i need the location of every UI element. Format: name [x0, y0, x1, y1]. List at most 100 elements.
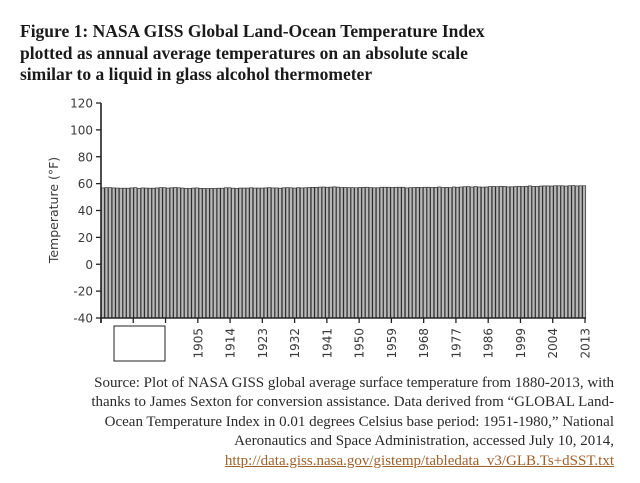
- y-tick-label: -20: [73, 285, 93, 299]
- bar-2003: [546, 185, 550, 319]
- bar-2008: [564, 185, 568, 319]
- bar-1901: [176, 187, 181, 319]
- bar-1965: [408, 187, 413, 319]
- bar-1958: [383, 186, 387, 319]
- bar-1950: [354, 187, 359, 319]
- bar-1998: [528, 185, 532, 319]
- bar-1896: [158, 187, 163, 319]
- bar-1976: [448, 187, 453, 319]
- bar-2010: [571, 185, 576, 319]
- bar-2011: [575, 185, 579, 319]
- bar-1903: [184, 187, 188, 319]
- bar-1924: [260, 187, 264, 319]
- source-caption: Source: Plot of NASA GISS global average…: [14, 374, 614, 471]
- y-tick-label: 40: [78, 204, 93, 218]
- bar-1911: [213, 188, 217, 319]
- bar-1938: [310, 187, 315, 319]
- bar-2007: [560, 185, 565, 319]
- source-link[interactable]: http://data.giss.nasa.gov/gistemp/tabled…: [224, 452, 614, 469]
- bar-1993: [509, 186, 514, 319]
- bar-1887: [126, 187, 131, 319]
- bar-1952: [361, 187, 366, 319]
- bar-1964: [404, 187, 409, 319]
- caption-line: Aeronautics and Space Administration, ac…: [234, 433, 614, 450]
- bar-1890: [137, 187, 141, 319]
- bar-1996: [520, 186, 525, 319]
- bar-1956: [376, 187, 380, 319]
- bar-1881: [104, 187, 109, 319]
- bar-1957: [379, 186, 384, 319]
- bar-1923: [256, 187, 261, 319]
- bar-1943: [328, 186, 333, 319]
- bar-1962: [397, 186, 402, 319]
- bar-1984: [477, 186, 482, 319]
- y-tick-label: 0: [85, 258, 93, 272]
- x-tick-label: 1932: [288, 328, 302, 359]
- bar-1973: [437, 186, 442, 319]
- x-tick-label: 2004: [546, 328, 560, 359]
- bar-1912: [216, 187, 221, 319]
- bar-1942: [325, 186, 330, 319]
- bar-1934: [296, 187, 301, 319]
- bar-1968: [419, 187, 424, 319]
- caption-line: Ocean Temperature Index in 0.01 degrees …: [104, 413, 614, 430]
- bar-1997: [524, 185, 529, 319]
- bar-1920: [245, 187, 250, 319]
- bar-1969: [423, 186, 427, 319]
- chart-title-line: Figure 1: NASA GISS Global Land-Ocean Te…: [20, 21, 485, 41]
- y-tick-label: 120: [70, 97, 93, 111]
- bar-1972: [433, 187, 438, 319]
- bar-1917: [234, 188, 239, 319]
- bar-1918: [238, 187, 243, 319]
- bar-1974: [441, 187, 445, 319]
- y-tick-label: 80: [78, 150, 93, 164]
- bar-1894: [151, 187, 156, 319]
- chart-title-line: plotted as annual average temperatures o…: [20, 42, 468, 63]
- bar-1885: [119, 187, 123, 319]
- bar-2001: [538, 185, 543, 319]
- bar-1944: [332, 186, 337, 319]
- bar-1994: [513, 186, 518, 319]
- bar-1978: [455, 186, 460, 319]
- bar-1963: [401, 186, 406, 319]
- chart-title-line: similar to a liquid in glass alcohol the…: [20, 64, 373, 84]
- x-tick-label: 1968: [417, 328, 431, 359]
- bar-1991: [502, 186, 507, 319]
- y-tick-label: 60: [78, 177, 93, 191]
- bar-1987: [488, 186, 492, 319]
- bar-1953: [365, 186, 369, 319]
- bars-group: [100, 185, 587, 319]
- bar-1992: [506, 186, 511, 319]
- bar-2006: [556, 185, 561, 319]
- bar-1895: [155, 187, 159, 319]
- bar-1909: [205, 188, 210, 319]
- bar-1897: [162, 187, 167, 319]
- bar-2002: [542, 185, 547, 319]
- bar-1914: [224, 187, 228, 319]
- bar-2009: [567, 185, 572, 319]
- bar-1925: [263, 187, 268, 319]
- bar-1979: [459, 186, 463, 319]
- chart-title: Figure 1: NASA GISS Global Land-Ocean Te…: [20, 21, 640, 86]
- bar-1982: [470, 186, 474, 319]
- bar-1926: [267, 187, 272, 319]
- bar-1932: [289, 187, 293, 319]
- bar-1929: [278, 187, 283, 319]
- bar-1946: [339, 187, 344, 319]
- bar-1949: [350, 187, 355, 319]
- bar-1883: [111, 187, 116, 319]
- y-tick-label: -40: [73, 312, 93, 326]
- bar-1908: [202, 188, 207, 319]
- bar-1995: [517, 185, 521, 319]
- bar-1970: [426, 186, 431, 319]
- bar-1990: [499, 185, 503, 319]
- bar-2000: [535, 186, 539, 319]
- bar-1980: [462, 186, 467, 319]
- bar-1981: [466, 186, 471, 319]
- blank-label-box: [113, 325, 166, 362]
- bar-1916: [231, 187, 235, 319]
- bar-2005: [553, 185, 558, 319]
- bar-1937: [307, 187, 311, 319]
- bar-1985: [480, 186, 485, 319]
